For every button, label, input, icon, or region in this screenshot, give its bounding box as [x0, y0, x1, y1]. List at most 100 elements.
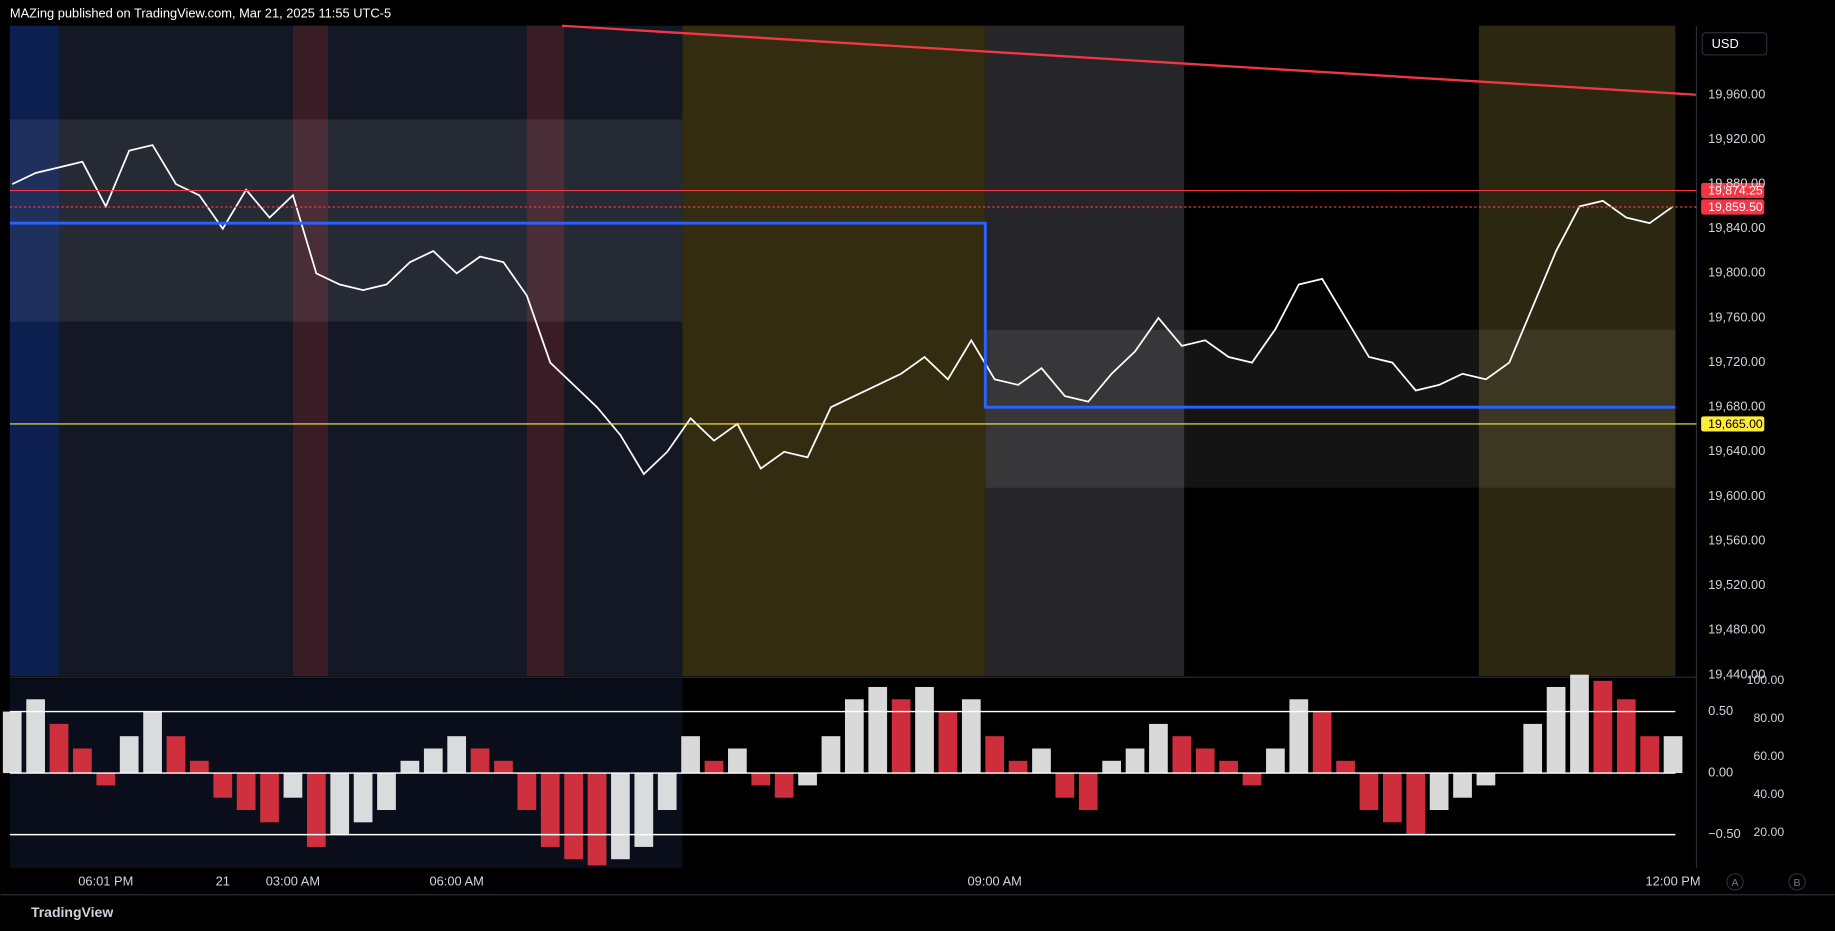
osc-bar — [1640, 736, 1660, 774]
osc-bar — [985, 736, 1005, 774]
x-tick-label: 09:00 AM — [968, 873, 1022, 888]
osc-bar — [1125, 748, 1145, 774]
osc-bar — [1149, 723, 1168, 774]
gray-band — [985, 25, 1185, 677]
osc-bar — [73, 748, 92, 774]
osc-bar — [119, 736, 139, 774]
osc-bar — [1663, 736, 1683, 774]
osc-bar — [891, 699, 911, 774]
red-band — [292, 25, 329, 677]
x-tick-label: 03:00 AM — [266, 873, 320, 888]
y-tick-label: 19,680.00 — [1708, 399, 1765, 414]
control-button[interactable] — [1726, 873, 1744, 891]
y2-tick-label: 80.00 — [1753, 711, 1784, 725]
osc-bar — [1055, 773, 1075, 798]
osc-bar — [1523, 723, 1543, 774]
osc-bar — [798, 773, 817, 786]
y-tick-label: 19,720.00 — [1708, 354, 1765, 369]
y-tick-label: 19,880.00 — [1708, 176, 1765, 191]
osc-bar — [283, 773, 303, 798]
x-tick-label: 06:01 PM — [78, 873, 133, 888]
osc-bar — [774, 773, 794, 798]
currency-label[interactable]: USD — [1712, 36, 1739, 51]
osc-bar — [844, 699, 864, 774]
osc-bar — [1593, 680, 1613, 774]
y-tick-label: 19,480.00 — [1708, 622, 1765, 637]
currency-button[interactable] — [1701, 32, 1768, 56]
osc-bar — [236, 773, 256, 811]
osc-bar — [1172, 736, 1192, 774]
y-tick-label: 0.00 — [1708, 764, 1733, 779]
y-tick-label: 19,560.00 — [1708, 532, 1765, 547]
osc-bar — [1336, 760, 1355, 774]
control-label[interactable]: A — [1732, 877, 1739, 889]
y-tick-label: 19,800.00 — [1708, 265, 1765, 280]
osc-bar — [447, 736, 467, 774]
osc-bar — [1008, 760, 1028, 774]
osc-bar — [634, 773, 654, 847]
x-tick-label: 21 — [216, 873, 230, 888]
osc-bar — [961, 699, 981, 774]
osc-bar — [306, 773, 326, 847]
osc-bar — [1078, 773, 1098, 811]
osc-bar — [1266, 748, 1285, 774]
price-tag — [1701, 182, 1765, 199]
osc-bar — [26, 699, 45, 774]
y-tick-label: 19,840.00 — [1708, 220, 1765, 235]
osc-bar — [377, 773, 396, 811]
range-box — [9, 119, 683, 322]
osc-bar — [190, 760, 209, 774]
osc-bar — [1359, 773, 1379, 811]
price-line — [11, 144, 1674, 476]
osc-bar — [1312, 711, 1332, 774]
range-box — [985, 329, 1676, 488]
y-tick-label: 19,920.00 — [1708, 131, 1765, 146]
osc-bar — [213, 773, 233, 798]
osc-bar — [260, 773, 279, 823]
osc-bar — [330, 773, 350, 835]
y-tick-label: −0.50 — [1708, 826, 1741, 841]
osc-bar — [587, 773, 607, 866]
osc-bar — [166, 736, 186, 774]
price-tag-label: 19,665.00 — [1708, 417, 1763, 431]
osc-bar — [1476, 773, 1496, 786]
control-label[interactable]: B — [1794, 877, 1801, 889]
osc-bar — [353, 773, 373, 823]
x-tick-label: 12:00 PM — [1646, 873, 1701, 888]
y2-tick-label: 100.00 — [1747, 673, 1785, 687]
osc-bar — [1453, 773, 1472, 798]
olive-band — [1478, 25, 1676, 677]
olive-band — [682, 25, 986, 677]
osc-bar — [2, 711, 22, 774]
y-tick-label: 19,640.00 — [1708, 443, 1765, 458]
price-tag-label: 19,859.50 — [1708, 200, 1763, 214]
price-tag — [1701, 416, 1765, 432]
osc-bar — [938, 711, 958, 774]
osc-bar — [1616, 699, 1636, 774]
osc-bar — [517, 773, 537, 811]
osc-bar — [704, 760, 724, 774]
control-button[interactable] — [1788, 873, 1806, 891]
y-tick-label: 19,960.00 — [1708, 86, 1765, 101]
trendline — [561, 24, 1697, 96]
osc-bar — [1195, 748, 1215, 774]
osc-bar — [143, 711, 162, 774]
osc-bar — [1546, 686, 1566, 774]
osc-bar — [49, 723, 69, 774]
osc-bar — [1242, 773, 1262, 786]
y-tick-label: 19,600.00 — [1708, 488, 1765, 503]
osc-bar — [1383, 773, 1402, 823]
price-tag-label: 19,874.25 — [1708, 183, 1763, 197]
osc-bar — [470, 748, 490, 774]
x-tick-label: 06:00 AM — [430, 873, 484, 888]
y-tick-label: 19,440.00 — [1708, 666, 1765, 681]
osc-bar — [1102, 760, 1122, 774]
osc-bar — [1032, 748, 1051, 774]
overnight-band — [9, 25, 683, 677]
header-title: MAZing published on TradingView.com, Mar… — [10, 5, 391, 20]
y-tick-label: 19,520.00 — [1708, 577, 1765, 592]
osc-bar — [494, 760, 513, 774]
osc-bar — [96, 773, 116, 786]
y-tick-label: 0.50 — [1708, 703, 1733, 718]
